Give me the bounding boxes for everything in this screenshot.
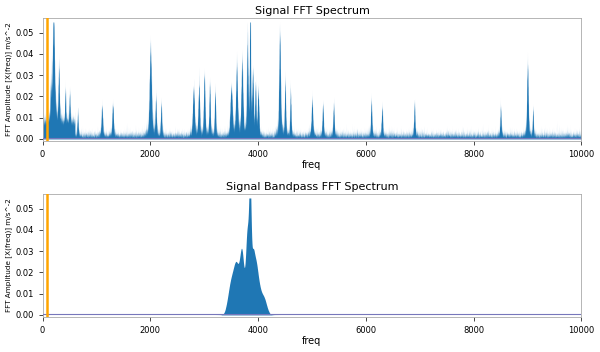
- X-axis label: freq: freq: [302, 161, 322, 170]
- Title: Signal Bandpass FFT Spectrum: Signal Bandpass FFT Spectrum: [226, 182, 398, 191]
- Y-axis label: FFT Amplitude [X(freq)] m/s^-2: FFT Amplitude [X(freq)] m/s^-2: [5, 23, 13, 136]
- Y-axis label: FFT Amplitude [X(freq)] m/s^-2: FFT Amplitude [X(freq)] m/s^-2: [5, 199, 13, 312]
- X-axis label: freq: freq: [302, 337, 322, 346]
- Title: Signal FFT Spectrum: Signal FFT Spectrum: [254, 6, 370, 15]
